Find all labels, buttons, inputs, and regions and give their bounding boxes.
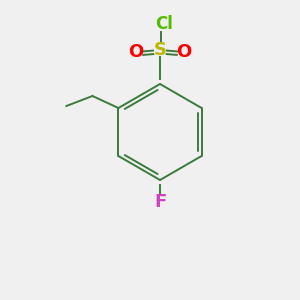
- Text: S: S: [154, 41, 166, 59]
- Text: O: O: [128, 43, 144, 61]
- Text: O: O: [176, 43, 192, 61]
- Text: F: F: [154, 193, 166, 211]
- Text: Cl: Cl: [155, 15, 173, 33]
